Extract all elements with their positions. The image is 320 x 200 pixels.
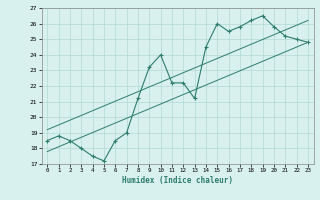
X-axis label: Humidex (Indice chaleur): Humidex (Indice chaleur) bbox=[122, 176, 233, 185]
